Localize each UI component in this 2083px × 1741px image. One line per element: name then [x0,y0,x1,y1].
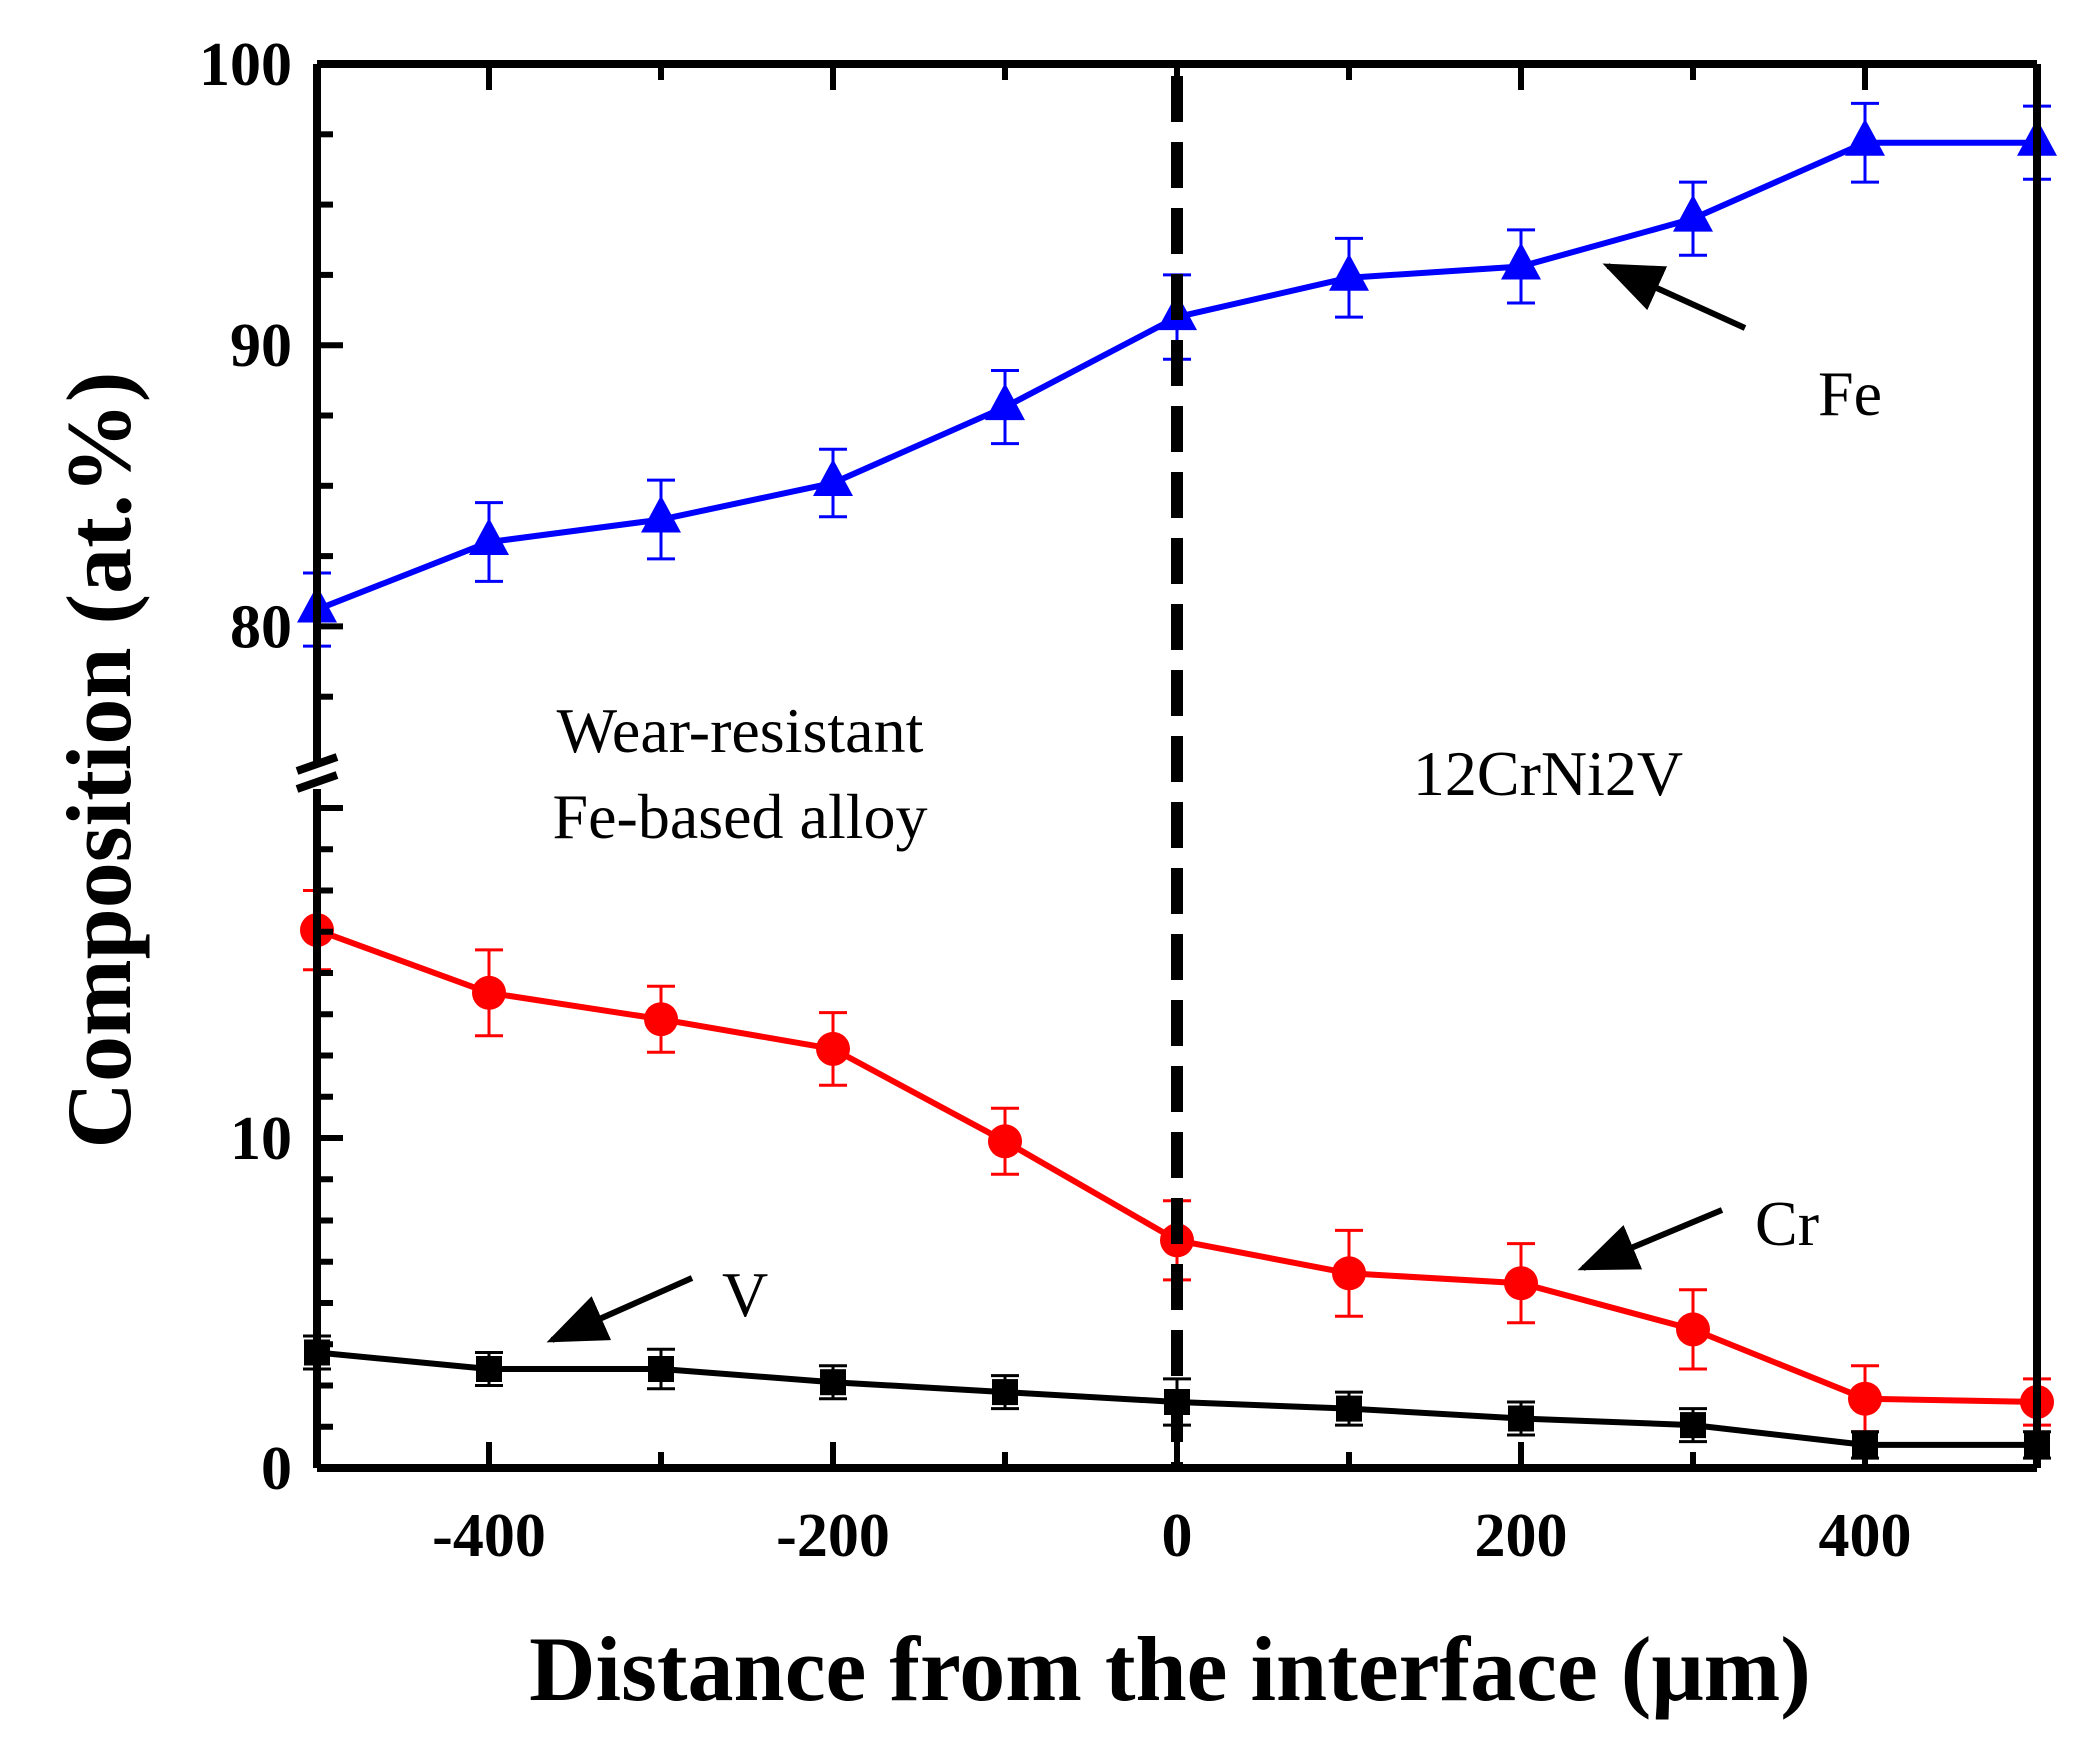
v-data-point [820,1369,846,1396]
v-data-point [992,1379,1018,1406]
y-tick-label: 90 [230,312,292,380]
v-data-point [648,1356,674,1382]
cr-data-point [1848,1381,1882,1416]
x-tick-label: 0 [1162,1502,1193,1570]
fe-data-point [813,458,853,496]
axis-break-mark [295,771,339,793]
fe-data-point [1673,194,1713,232]
fe-data-point [469,518,509,556]
y-tick-label: 100 [199,31,292,99]
x-tick-label: -200 [776,1502,890,1570]
x-tick-label: 400 [1819,1502,1912,1570]
axis-ticks [317,61,1868,1468]
cr-data-point [1676,1312,1710,1347]
y-tick-label: 0 [261,1435,292,1503]
cr-data-point [1332,1256,1366,1291]
cr-data-point [472,975,506,1010]
left-region-label-line1: Wear-resistant [557,695,924,766]
y-tick-label: 10 [230,1105,292,1173]
v-annotation-arrow [546,1275,694,1343]
y-tick-label: 80 [230,593,292,661]
axis-break-mark [295,753,339,775]
cr-annotation-arrow [1577,1207,1724,1271]
cr-data-point [988,1124,1022,1159]
fe-annotation-label: Fe [1818,358,1882,429]
fe-data-point [1501,242,1541,280]
x-axis-title: Distance from the interface (μm) [529,1618,1811,1720]
fe-data-point [985,383,1025,421]
series-markers [297,118,2057,1458]
cr-data-point [644,1002,678,1037]
fe-data-point [1329,253,1369,291]
fe-annotation-arrow [1602,263,1747,331]
cr-data-point [816,1031,850,1066]
tick-labels: -400 -200 0 200 400 0 10 80 90 100 [199,31,1912,1570]
v-annotation-label: V [722,1259,768,1330]
v-data-point [1336,1395,1362,1422]
v-data-point [476,1356,502,1382]
fe-data-point [1845,118,1885,156]
v-data-point [1680,1412,1706,1439]
fe-data-point [641,495,681,533]
x-tick-label: -400 [432,1502,546,1570]
left-region-label-line2: Fe-based alloy [553,781,928,852]
x-tick-label: 200 [1475,1502,1568,1570]
v-data-point [1508,1405,1534,1432]
cr-annotation-label: Cr [1755,1188,1819,1259]
y-axis-title: Composition (at.%) [48,372,150,1149]
cr-data-point [1504,1266,1538,1301]
right-region-label: 12CrNi2V [1413,738,1683,809]
